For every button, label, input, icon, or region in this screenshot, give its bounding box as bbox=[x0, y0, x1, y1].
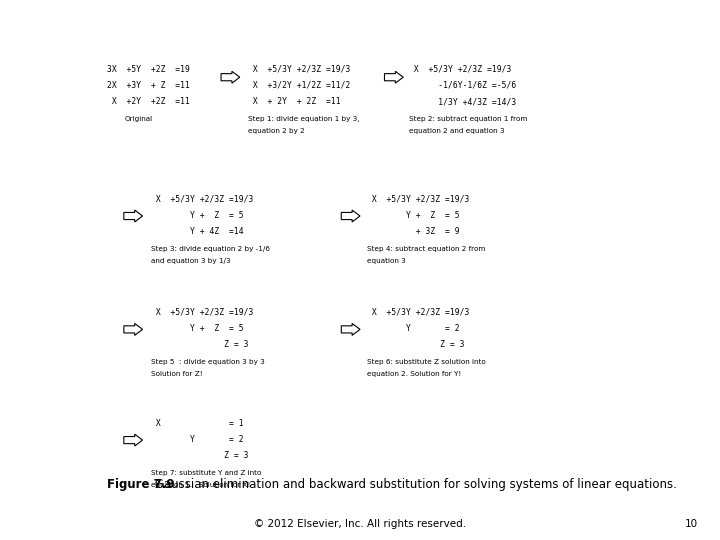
Text: X  +5/3Y +2/3Z =19/3: X +5/3Y +2/3Z =19/3 bbox=[367, 194, 469, 204]
Text: Y +  Z  = 5: Y + Z = 5 bbox=[151, 324, 244, 333]
Text: Step 6: substitute Z solution into: Step 6: substitute Z solution into bbox=[367, 359, 486, 365]
Text: equation 2. Solution for Y!: equation 2. Solution for Y! bbox=[367, 371, 462, 377]
Text: 2X  +3Y  + Z  =11: 2X +3Y + Z =11 bbox=[107, 81, 189, 90]
Text: Z = 3: Z = 3 bbox=[151, 451, 248, 460]
Text: Figure 7.9: Figure 7.9 bbox=[107, 478, 174, 491]
Text: X  +5/3Y +2/3Z =19/3: X +5/3Y +2/3Z =19/3 bbox=[151, 194, 253, 204]
Text: Y       = 2: Y = 2 bbox=[151, 435, 244, 444]
Text: X  +5/3Y +2/3Z =19/3: X +5/3Y +2/3Z =19/3 bbox=[409, 65, 511, 74]
Text: Step 1: divide equation 1 by 3,: Step 1: divide equation 1 by 3, bbox=[248, 116, 360, 122]
Text: © 2012 Elsevier, Inc. All rights reserved.: © 2012 Elsevier, Inc. All rights reserve… bbox=[254, 519, 466, 530]
Text: Step 4: subtract equation 2 from: Step 4: subtract equation 2 from bbox=[367, 246, 485, 252]
Text: X  + 2Y  + 2Z  =11: X + 2Y + 2Z =11 bbox=[248, 97, 341, 106]
Text: equation 1.   Solution for X!: equation 1. Solution for X! bbox=[151, 482, 251, 488]
Text: -1/6Y-1/6Z =-5/6: -1/6Y-1/6Z =-5/6 bbox=[409, 81, 516, 90]
Text: X  +2Y  +2Z  =11: X +2Y +2Z =11 bbox=[107, 97, 189, 106]
Text: X              = 1: X = 1 bbox=[151, 418, 244, 428]
Text: Step 5  : divide equation 3 by 3: Step 5 : divide equation 3 by 3 bbox=[151, 359, 265, 365]
Text: equation 2 and equation 3: equation 2 and equation 3 bbox=[409, 128, 505, 134]
Text: 1/3Y +4/3Z =14/3: 1/3Y +4/3Z =14/3 bbox=[409, 97, 516, 106]
Text: Original: Original bbox=[125, 116, 153, 122]
Text: X  +5/3Y +2/3Z =19/3: X +5/3Y +2/3Z =19/3 bbox=[367, 308, 469, 317]
Text: + 3Z  = 9: + 3Z = 9 bbox=[367, 227, 460, 236]
Text: equation 2 by 2: equation 2 by 2 bbox=[248, 128, 305, 134]
Text: X  +5/3Y +2/3Z =19/3: X +5/3Y +2/3Z =19/3 bbox=[151, 308, 253, 317]
Text: Step 3: divide equation 2 by -1/6: Step 3: divide equation 2 by -1/6 bbox=[151, 246, 270, 252]
Text: Solution for Z!: Solution for Z! bbox=[151, 371, 203, 377]
Text: Step 2: subtract equation 1 from: Step 2: subtract equation 1 from bbox=[409, 116, 527, 122]
Text: equation 3: equation 3 bbox=[367, 258, 406, 264]
Text: Z = 3: Z = 3 bbox=[367, 340, 464, 349]
Text: X  +3/2Y +1/2Z =11/2: X +3/2Y +1/2Z =11/2 bbox=[248, 81, 351, 90]
Text: Y + 4Z  =14: Y + 4Z =14 bbox=[151, 227, 244, 236]
Text: 10: 10 bbox=[685, 519, 698, 530]
Text: 3X  +5Y  +2Z  =19: 3X +5Y +2Z =19 bbox=[107, 65, 189, 74]
Text: Y +  Z  = 5: Y + Z = 5 bbox=[367, 211, 460, 220]
Text: Y +  Z  = 5: Y + Z = 5 bbox=[151, 211, 244, 220]
Text: Step 7: substitute Y and Z into: Step 7: substitute Y and Z into bbox=[151, 470, 261, 476]
Text: Y       = 2: Y = 2 bbox=[367, 324, 460, 333]
Text: Z = 3: Z = 3 bbox=[151, 340, 248, 349]
Text: X  +5/3Y +2/3Z =19/3: X +5/3Y +2/3Z =19/3 bbox=[248, 65, 351, 74]
Text: and equation 3 by 1/3: and equation 3 by 1/3 bbox=[151, 258, 231, 264]
Text: Gaussian elimination and backward substitution for solving systems of linear equ: Gaussian elimination and backward substi… bbox=[151, 478, 677, 491]
